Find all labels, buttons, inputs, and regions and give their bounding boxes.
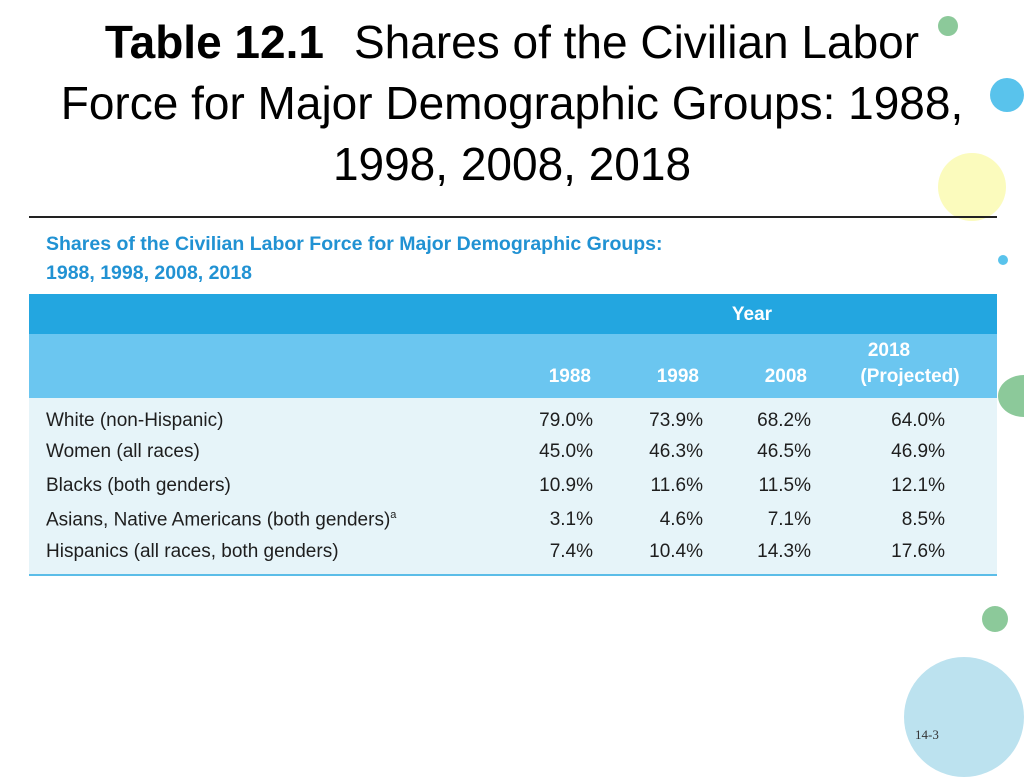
row-label: Women (all races) — [46, 441, 200, 462]
table-row: Asians, Native Americans (both genders)a… — [29, 509, 997, 539]
cell-1998: 11.6% — [650, 475, 703, 496]
row-label: Blacks (both genders) — [46, 475, 231, 496]
decorative-circle-blue — [990, 78, 1024, 112]
labor-force-table: Shares of the Civilian Labor Force for M… — [29, 216, 997, 576]
cell-1988: 3.1% — [549, 509, 593, 530]
column-header-1998: 1998 — [656, 366, 699, 387]
decorative-circle-green-small — [938, 16, 958, 36]
decorative-circle-yellow — [938, 153, 1006, 221]
footnote-marker: a — [390, 509, 397, 521]
column-header-2008: 2008 — [764, 366, 807, 387]
table-title-line2: 1988, 1998, 2008, 2018 — [46, 262, 253, 284]
cell-2018: 64.0% — [891, 410, 945, 431]
cell-2018: 17.6% — [891, 541, 945, 562]
cell-2008: 11.5% — [758, 475, 811, 496]
column-header-2018: 2018 — [867, 340, 911, 361]
cell-2018: 12.1% — [891, 475, 945, 496]
cell-1988: 45.0% — [539, 441, 593, 462]
column-header-band: 1988 1998 2008 2018 (Projected) — [29, 334, 997, 398]
row-label: White (non-Hispanic) — [46, 410, 224, 431]
row-label: Asians, Native Americans (both genders)a — [46, 509, 397, 531]
cell-2008: 68.2% — [757, 410, 811, 431]
table-title-line1: Shares of the Civilian Labor Force for M… — [46, 233, 663, 255]
table-body — [29, 398, 997, 574]
slide-title-text: Shares of the Civilian Labor Force for M… — [60, 16, 964, 190]
table-row: Hispanics (all races, both genders) 7.4%… — [29, 541, 997, 571]
cell-2008: 46.5% — [757, 441, 811, 462]
cell-1998: 10.4% — [649, 541, 703, 562]
row-label: Hispanics (all races, both genders) — [46, 541, 339, 562]
cell-1998: 4.6% — [659, 509, 703, 530]
cell-2008: 7.1% — [767, 509, 811, 530]
cell-2018: 8.5% — [901, 509, 945, 530]
decorative-circle-lightblue-large — [904, 657, 1024, 777]
column-header-1988: 1988 — [548, 366, 591, 387]
cell-1988: 79.0% — [539, 410, 593, 431]
column-header-projected: (Projected) — [860, 366, 960, 387]
decorative-circle-blue-dot — [998, 255, 1008, 265]
cell-1998: 73.9% — [649, 410, 703, 431]
cell-1998: 46.3% — [649, 441, 703, 462]
slide-title-label: Table 12.1 — [104, 16, 324, 68]
table-title: Shares of the Civilian Labor Force for M… — [46, 230, 663, 288]
page-number: 14-3 — [915, 727, 939, 742]
slide-title: Table 12.1 Shares of the Civilian Labor F… — [60, 12, 964, 195]
cell-2008: 14.3% — [757, 541, 811, 562]
year-header-band: Year — [29, 294, 997, 334]
table-row: White (non-Hispanic) 79.0% 73.9% 68.2% 6… — [29, 410, 997, 440]
cell-2018: 46.9% — [891, 441, 945, 462]
cell-1988: 7.4% — [549, 541, 593, 562]
cell-1988: 10.9% — [539, 475, 593, 496]
table-row: Women (all races) 45.0% 46.3% 46.5% 46.9… — [29, 441, 997, 471]
table-row: Blacks (both genders) 10.9% 11.6% 11.5% … — [29, 475, 997, 505]
table-bottom-rule — [29, 574, 997, 576]
year-header: Year — [731, 304, 773, 325]
decorative-circle-green-edge — [998, 375, 1024, 417]
decorative-circle-green — [982, 606, 1008, 632]
table-top-rule — [29, 216, 997, 218]
